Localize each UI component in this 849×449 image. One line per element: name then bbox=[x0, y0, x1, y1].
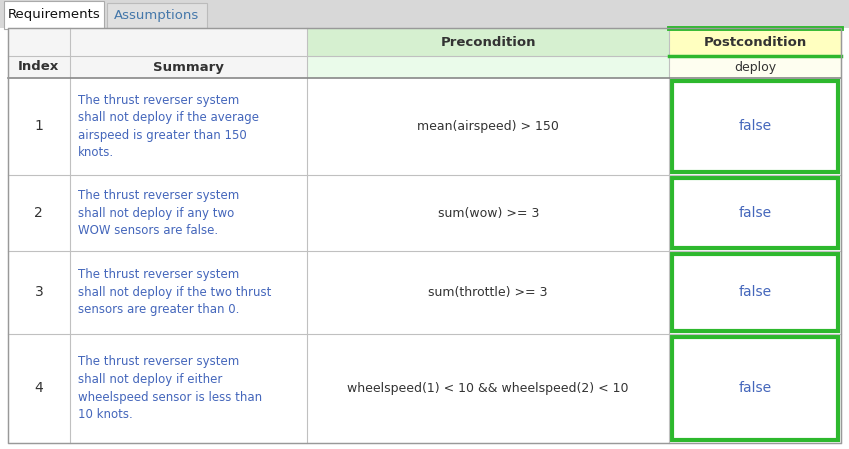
Text: 3: 3 bbox=[35, 286, 43, 299]
Text: false: false bbox=[739, 381, 772, 395]
Bar bbox=[669, 56, 841, 78]
Bar bbox=[307, 56, 669, 78]
Bar bbox=[672, 81, 838, 172]
Text: Requirements: Requirements bbox=[8, 8, 100, 21]
Bar bbox=[107, 3, 207, 28]
Text: deploy: deploy bbox=[734, 61, 776, 74]
Bar bbox=[672, 178, 838, 248]
Bar bbox=[8, 251, 841, 334]
Text: Precondition: Precondition bbox=[441, 35, 536, 48]
Text: The thrust reverser system
shall not deploy if either
wheelspeed sensor is less : The thrust reverser system shall not dep… bbox=[77, 356, 261, 421]
Text: false: false bbox=[739, 286, 772, 299]
Bar bbox=[307, 28, 669, 56]
Text: Postcondition: Postcondition bbox=[704, 35, 807, 48]
Bar bbox=[672, 255, 838, 330]
Bar bbox=[8, 175, 841, 251]
Bar bbox=[4, 1, 104, 29]
Bar bbox=[669, 28, 841, 56]
Text: 1: 1 bbox=[34, 119, 43, 133]
Text: The thrust reverser system
shall not deploy if any two
WOW sensors are false.: The thrust reverser system shall not dep… bbox=[77, 189, 239, 237]
Text: false: false bbox=[739, 119, 772, 133]
Bar bbox=[0, 0, 849, 28]
Text: Index: Index bbox=[18, 61, 59, 74]
Bar bbox=[672, 336, 838, 440]
Text: sum(wow) >= 3: sum(wow) >= 3 bbox=[437, 207, 539, 220]
Bar bbox=[8, 28, 307, 56]
Text: Assumptions: Assumptions bbox=[115, 9, 200, 22]
Bar bbox=[8, 56, 307, 78]
Text: The thrust reverser system
shall not deploy if the two thrust
sensors are greate: The thrust reverser system shall not dep… bbox=[77, 269, 271, 317]
Bar bbox=[8, 334, 841, 443]
Text: 4: 4 bbox=[35, 381, 43, 395]
Text: mean(airspeed) > 150: mean(airspeed) > 150 bbox=[418, 120, 559, 133]
Bar bbox=[8, 78, 841, 175]
Text: The thrust reverser system
shall not deploy if the average
airspeed is greater t: The thrust reverser system shall not dep… bbox=[77, 93, 259, 159]
Text: sum(throttle) >= 3: sum(throttle) >= 3 bbox=[429, 286, 548, 299]
Text: wheelspeed(1) < 10 && wheelspeed(2) < 10: wheelspeed(1) < 10 && wheelspeed(2) < 10 bbox=[347, 382, 629, 395]
Text: Summary: Summary bbox=[153, 61, 224, 74]
Text: false: false bbox=[739, 206, 772, 220]
Text: 2: 2 bbox=[35, 206, 43, 220]
